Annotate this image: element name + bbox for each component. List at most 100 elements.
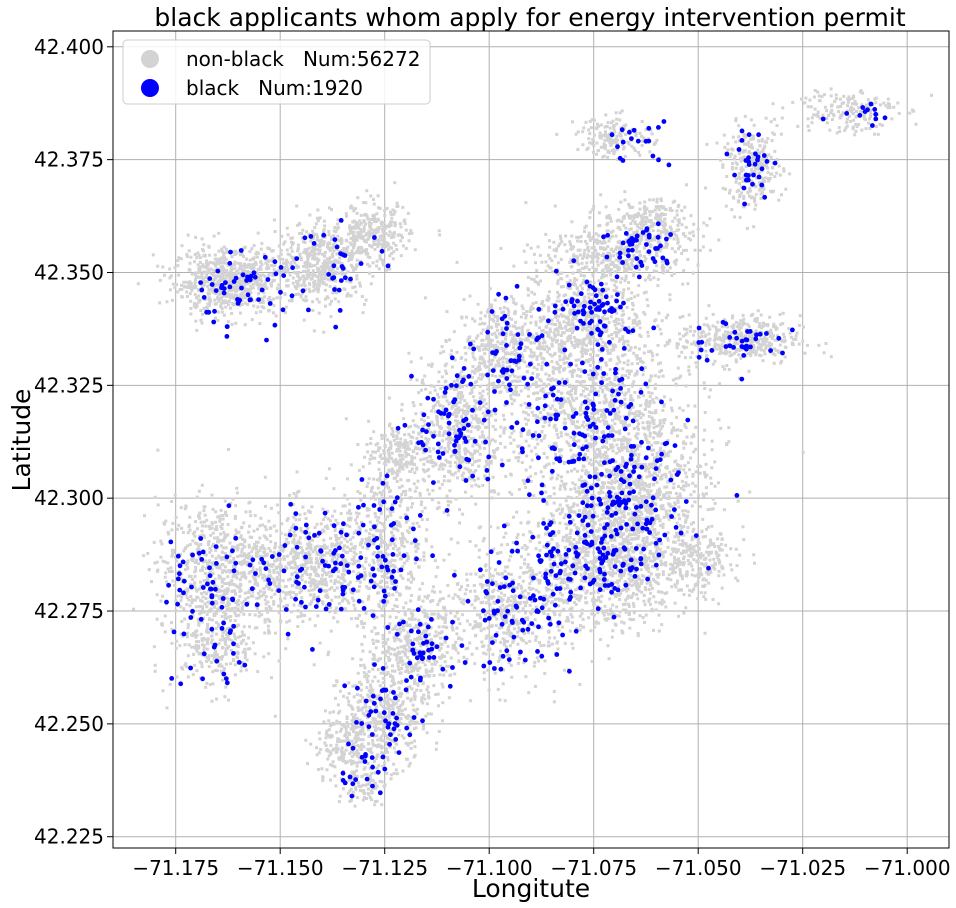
non-black-point (754, 329, 758, 333)
non-black-point (517, 361, 521, 365)
non-black-point (460, 391, 464, 395)
non-black-point (624, 274, 628, 278)
non-black-point (637, 226, 641, 230)
non-black-point (346, 270, 350, 274)
non-black-point (445, 437, 449, 441)
non-black-point (428, 449, 432, 453)
non-black-point (594, 442, 598, 446)
non-black-point (229, 269, 233, 273)
non-black-point (508, 365, 512, 369)
non-black-point (635, 230, 639, 234)
non-black-point (637, 502, 641, 506)
non-black-point (611, 418, 614, 422)
non-black-point (858, 90, 862, 94)
non-black-point (626, 140, 630, 144)
non-black-point (618, 429, 621, 433)
non-black-point (743, 149, 747, 152)
non-black-point (596, 240, 600, 244)
non-black-point (535, 355, 539, 359)
non-black-point (490, 326, 494, 330)
non-black-point (595, 408, 599, 412)
non-black-point (528, 354, 532, 358)
non-black-point (699, 331, 703, 335)
non-black-point (768, 315, 772, 319)
non-black-point (218, 297, 222, 300)
non-black-point (533, 292, 537, 296)
non-black-point (483, 465, 487, 469)
non-black-point (284, 305, 288, 309)
non-black-point (761, 339, 765, 343)
non-black-point (313, 248, 317, 252)
non-black-point (451, 404, 455, 408)
non-black-point (393, 209, 397, 213)
non-black-point (700, 329, 704, 333)
non-black-point (504, 334, 508, 338)
non-black-point (806, 105, 810, 109)
non-black-point (197, 289, 201, 293)
non-black-point (476, 428, 480, 432)
non-black-point (753, 199, 757, 203)
non-black-point (715, 347, 719, 351)
non-black-point (631, 303, 635, 307)
non-black-point (345, 214, 348, 218)
non-black-point (498, 364, 502, 368)
non-black-point (618, 118, 622, 122)
non-black-point (604, 113, 608, 117)
non-black-point (377, 226, 381, 229)
non-black-point (751, 338, 754, 342)
non-black-point (451, 413, 454, 416)
non-black-point (586, 288, 590, 292)
non-black-point (648, 421, 652, 425)
non-black-point (609, 315, 613, 319)
non-black-point (625, 238, 629, 242)
non-black-point (571, 282, 575, 286)
non-black-point (453, 388, 457, 392)
non-black-point (419, 356, 423, 360)
non-black-point (604, 289, 608, 293)
non-black-point (497, 384, 501, 388)
non-black-point (753, 196, 756, 200)
non-black-point (254, 262, 258, 266)
non-black-point (684, 345, 688, 349)
non-black-point (626, 343, 630, 347)
non-black-point (702, 381, 706, 385)
non-black-point (599, 123, 603, 127)
non-black-point (378, 256, 382, 260)
non-black-point (466, 337, 470, 341)
non-black-point (638, 131, 642, 135)
non-black-point (189, 255, 193, 259)
non-black-point (653, 222, 657, 226)
non-black-point (502, 413, 505, 417)
non-black-point (516, 459, 520, 463)
non-black-point (611, 119, 615, 123)
non-black-point (552, 461, 556, 465)
non-black-point (821, 113, 825, 117)
non-black-point (562, 409, 566, 413)
non-black-point (886, 97, 890, 101)
non-black-point (652, 401, 656, 404)
non-black-point (759, 192, 763, 196)
non-black-point (254, 252, 258, 256)
non-black-point (622, 384, 626, 388)
non-black-point (687, 365, 691, 369)
non-black-point (476, 334, 480, 338)
non-black-point (588, 141, 592, 145)
non-black-point (837, 126, 841, 129)
non-black-point (634, 134, 638, 138)
non-black-point (200, 237, 204, 241)
non-black-point (572, 245, 575, 249)
non-black-point (441, 404, 445, 408)
non-black-point (762, 349, 766, 353)
non-black-point (769, 155, 773, 159)
non-black-point (365, 248, 369, 252)
non-black-point (350, 206, 354, 210)
non-black-point (220, 310, 224, 314)
non-black-point (197, 298, 201, 302)
non-black-point (458, 508, 461, 512)
non-black-point (404, 247, 408, 250)
non-black-point (277, 244, 281, 248)
non-black-point (655, 253, 658, 256)
non-black-point (595, 252, 599, 256)
non-black-point (445, 494, 449, 498)
